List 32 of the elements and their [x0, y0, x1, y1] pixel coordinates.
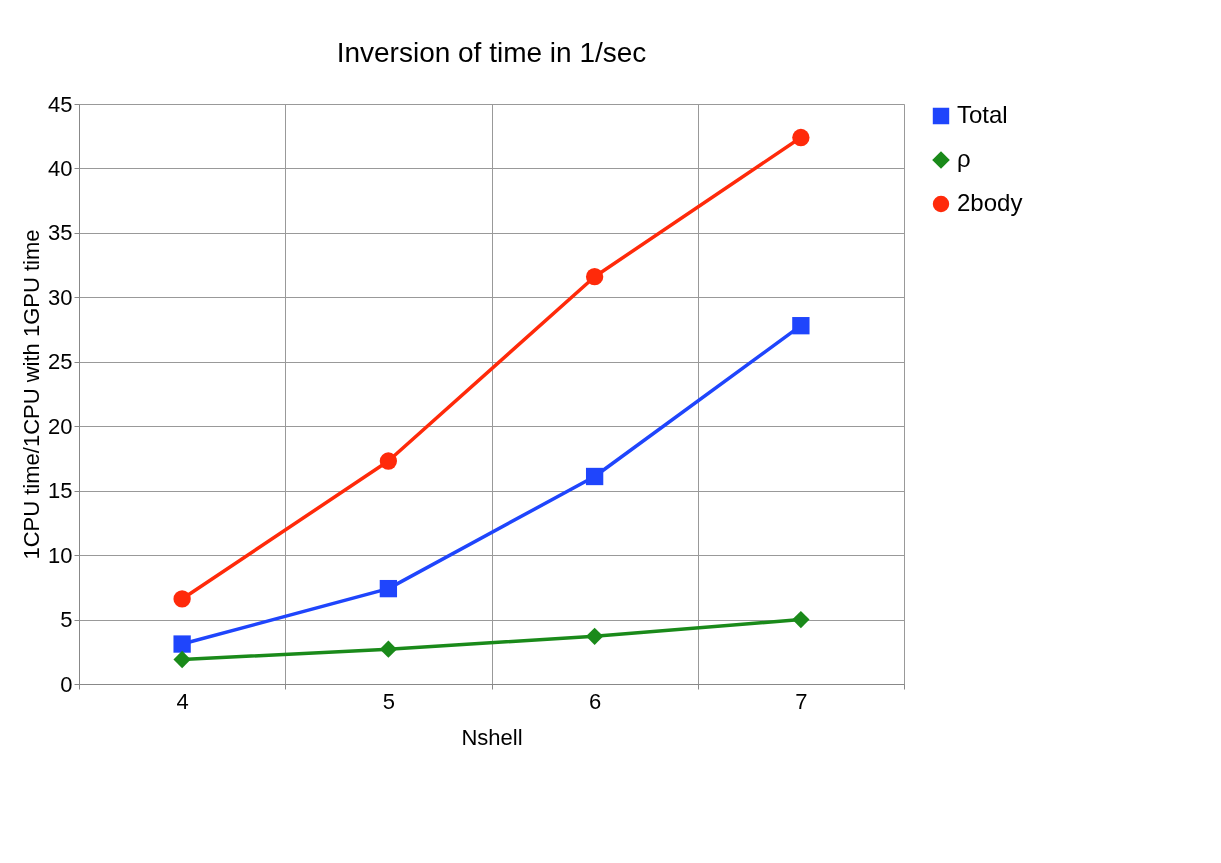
x-tick-label: 4 [176, 688, 189, 714]
y-tick-label: 25 [48, 349, 73, 375]
legend-label: Total [957, 101, 1008, 128]
x-tick-label: 5 [382, 688, 395, 714]
x-axis-title: Nshell [461, 724, 523, 750]
y-tick-label: 0 [60, 671, 73, 697]
y-tick-label: 40 [48, 155, 73, 181]
y-tick-label: 30 [48, 284, 73, 310]
legend-label: 2body [957, 189, 1023, 216]
point [379, 579, 398, 598]
chart-title: Inversion of time in 1/sec [336, 37, 647, 68]
point [585, 268, 604, 286]
x-tick-label: 6 [589, 688, 602, 714]
point [792, 317, 810, 335]
y-tick-label: 5 [60, 607, 73, 633]
y-tick-label: 15 [48, 478, 73, 504]
point [173, 635, 191, 653]
y-tick-label: 10 [48, 542, 73, 568]
point [379, 452, 398, 470]
x-tick-label: 7 [795, 688, 808, 714]
y-axis-title: 1CPU time/1CPU with 1GPU time [19, 229, 45, 560]
point [173, 590, 191, 608]
point [792, 128, 810, 147]
point [792, 610, 810, 629]
point [585, 627, 604, 645]
y-tick-label: 35 [48, 220, 73, 246]
y-tick-label: 20 [48, 413, 73, 439]
point [379, 640, 398, 658]
point [585, 467, 604, 486]
y-tick-label: 45 [48, 91, 73, 117]
legend-label: ρ [957, 145, 971, 172]
point [173, 650, 191, 669]
